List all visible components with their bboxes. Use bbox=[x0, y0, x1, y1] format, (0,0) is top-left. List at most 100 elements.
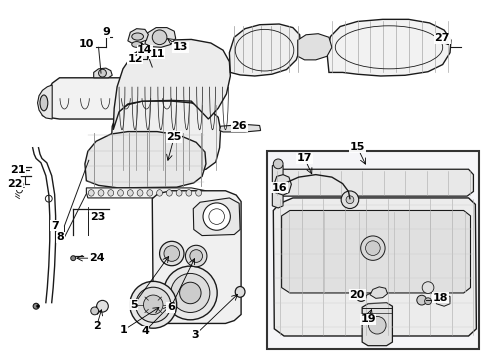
Polygon shape bbox=[229, 24, 301, 76]
Text: 22: 22 bbox=[7, 179, 23, 189]
Circle shape bbox=[346, 196, 354, 204]
Circle shape bbox=[144, 295, 163, 315]
Text: 11: 11 bbox=[149, 49, 165, 59]
Text: 16: 16 bbox=[271, 183, 287, 193]
Polygon shape bbox=[362, 303, 392, 346]
Ellipse shape bbox=[98, 190, 104, 196]
Text: 14: 14 bbox=[137, 45, 153, 55]
Polygon shape bbox=[43, 78, 184, 119]
Text: 26: 26 bbox=[231, 121, 247, 131]
Polygon shape bbox=[145, 28, 176, 47]
Polygon shape bbox=[272, 164, 283, 208]
Text: 17: 17 bbox=[297, 153, 312, 163]
Polygon shape bbox=[273, 169, 473, 196]
Text: 21: 21 bbox=[10, 165, 26, 175]
Ellipse shape bbox=[118, 190, 123, 196]
Polygon shape bbox=[86, 188, 206, 198]
Ellipse shape bbox=[235, 287, 245, 297]
Circle shape bbox=[164, 246, 180, 261]
Text: 7: 7 bbox=[51, 221, 58, 231]
Text: 2: 2 bbox=[93, 321, 100, 331]
Circle shape bbox=[46, 195, 52, 202]
Polygon shape bbox=[327, 19, 451, 76]
Circle shape bbox=[341, 191, 359, 208]
Text: 24: 24 bbox=[89, 253, 104, 263]
Ellipse shape bbox=[40, 95, 48, 111]
Text: 25: 25 bbox=[167, 132, 182, 142]
Circle shape bbox=[180, 282, 201, 304]
Ellipse shape bbox=[132, 41, 142, 47]
Circle shape bbox=[164, 266, 217, 320]
Ellipse shape bbox=[157, 190, 163, 196]
Circle shape bbox=[356, 292, 366, 301]
Circle shape bbox=[97, 300, 108, 312]
Circle shape bbox=[361, 236, 385, 260]
Circle shape bbox=[71, 256, 75, 261]
Polygon shape bbox=[128, 29, 148, 43]
Circle shape bbox=[91, 307, 98, 315]
Text: 3: 3 bbox=[192, 330, 199, 340]
Text: 12: 12 bbox=[127, 54, 143, 64]
Text: 19: 19 bbox=[360, 314, 376, 324]
Ellipse shape bbox=[132, 33, 144, 40]
Text: 18: 18 bbox=[433, 293, 448, 303]
Circle shape bbox=[273, 159, 283, 169]
Polygon shape bbox=[111, 101, 220, 173]
Ellipse shape bbox=[137, 190, 143, 196]
Circle shape bbox=[171, 274, 210, 312]
Text: 13: 13 bbox=[173, 42, 188, 52]
Circle shape bbox=[209, 209, 224, 224]
Polygon shape bbox=[113, 40, 230, 130]
Polygon shape bbox=[436, 294, 450, 306]
Polygon shape bbox=[220, 125, 261, 132]
Circle shape bbox=[16, 181, 23, 188]
Text: 4: 4 bbox=[141, 326, 149, 336]
Text: 1: 1 bbox=[120, 325, 128, 335]
Polygon shape bbox=[193, 198, 240, 235]
Text: 20: 20 bbox=[349, 290, 365, 300]
Text: 6: 6 bbox=[167, 302, 175, 312]
Ellipse shape bbox=[186, 190, 192, 196]
Text: 5: 5 bbox=[130, 300, 138, 310]
Text: 15: 15 bbox=[349, 142, 365, 152]
Text: 9: 9 bbox=[102, 27, 110, 37]
Circle shape bbox=[130, 282, 177, 328]
Polygon shape bbox=[370, 287, 388, 298]
Polygon shape bbox=[282, 211, 470, 293]
Text: 23: 23 bbox=[90, 212, 105, 221]
Circle shape bbox=[136, 287, 171, 322]
Circle shape bbox=[425, 298, 432, 305]
Circle shape bbox=[152, 30, 167, 45]
Ellipse shape bbox=[196, 190, 201, 196]
Text: 27: 27 bbox=[435, 33, 450, 43]
Polygon shape bbox=[94, 68, 112, 78]
Circle shape bbox=[203, 203, 230, 230]
Ellipse shape bbox=[108, 190, 114, 196]
Ellipse shape bbox=[176, 190, 182, 196]
Circle shape bbox=[368, 316, 386, 334]
Ellipse shape bbox=[167, 190, 172, 196]
Circle shape bbox=[417, 295, 427, 305]
Text: 10: 10 bbox=[79, 40, 94, 49]
Polygon shape bbox=[298, 34, 332, 60]
Circle shape bbox=[366, 241, 380, 256]
Circle shape bbox=[185, 245, 207, 267]
Circle shape bbox=[33, 303, 39, 309]
Polygon shape bbox=[179, 83, 194, 116]
Polygon shape bbox=[273, 198, 476, 336]
Circle shape bbox=[98, 69, 106, 77]
Ellipse shape bbox=[127, 190, 133, 196]
Polygon shape bbox=[38, 85, 52, 119]
Ellipse shape bbox=[147, 190, 153, 196]
Circle shape bbox=[37, 305, 40, 308]
Circle shape bbox=[160, 241, 184, 266]
Polygon shape bbox=[152, 191, 241, 323]
Circle shape bbox=[190, 250, 202, 262]
Polygon shape bbox=[85, 132, 206, 188]
Text: 8: 8 bbox=[57, 232, 64, 242]
Polygon shape bbox=[274, 175, 292, 195]
Circle shape bbox=[17, 187, 23, 193]
Ellipse shape bbox=[88, 190, 94, 196]
Bar bbox=[267, 151, 479, 348]
Circle shape bbox=[422, 282, 434, 293]
